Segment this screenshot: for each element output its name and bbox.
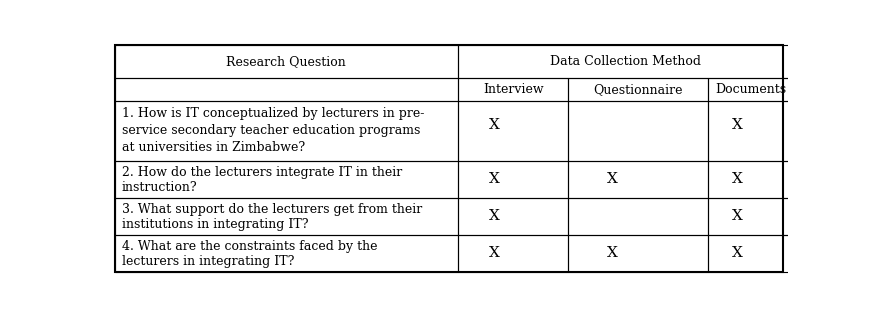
Text: X: X <box>607 246 618 260</box>
Text: 1. How is IT conceptualized by lecturers in pre-: 1. How is IT conceptualized by lecturers… <box>122 107 424 120</box>
Text: X: X <box>607 172 618 186</box>
Text: 2. How do the lecturers integrate IT in their: 2. How do the lecturers integrate IT in … <box>122 166 402 179</box>
Text: Data Collection Method: Data Collection Method <box>550 55 702 68</box>
Bar <box>458 45 794 78</box>
Bar <box>458 161 569 198</box>
Text: X: X <box>731 246 743 260</box>
Text: instruction?: instruction? <box>122 181 197 194</box>
Text: X: X <box>489 246 499 260</box>
Bar <box>458 78 569 101</box>
Bar <box>569 198 708 235</box>
Text: X: X <box>731 208 743 223</box>
Bar <box>569 235 708 272</box>
Text: 3. What support do the lecturers get from their: 3. What support do the lecturers get fro… <box>122 203 422 216</box>
Bar <box>458 198 569 235</box>
Text: Questionnaire: Questionnaire <box>593 83 682 96</box>
Bar <box>115 45 458 78</box>
Text: X: X <box>489 172 499 186</box>
Bar <box>569 101 708 161</box>
Text: X: X <box>731 172 743 186</box>
Bar <box>708 101 794 161</box>
Text: 4. What are the constraints faced by the: 4. What are the constraints faced by the <box>122 240 378 253</box>
Bar <box>708 78 794 101</box>
Text: at universities in Zimbabwe?: at universities in Zimbabwe? <box>122 141 305 154</box>
Bar <box>115 101 458 161</box>
Bar <box>115 161 458 198</box>
Bar <box>708 161 794 198</box>
Bar <box>458 101 569 161</box>
Bar <box>115 78 458 101</box>
Text: service secondary teacher education programs: service secondary teacher education prog… <box>122 124 420 137</box>
Text: Research Question: Research Question <box>227 55 346 68</box>
Text: institutions in integrating IT?: institutions in integrating IT? <box>122 218 308 231</box>
Bar <box>708 235 794 272</box>
Bar <box>115 198 458 235</box>
Bar <box>458 235 569 272</box>
Text: Interview: Interview <box>483 83 543 96</box>
Bar <box>569 78 708 101</box>
Bar <box>708 198 794 235</box>
Text: X: X <box>731 118 743 132</box>
Bar <box>569 161 708 198</box>
Text: lecturers in integrating IT?: lecturers in integrating IT? <box>122 255 294 268</box>
Text: X: X <box>489 208 499 223</box>
Bar <box>115 235 458 272</box>
Text: Documents: Documents <box>715 83 787 96</box>
Text: X: X <box>489 118 499 132</box>
